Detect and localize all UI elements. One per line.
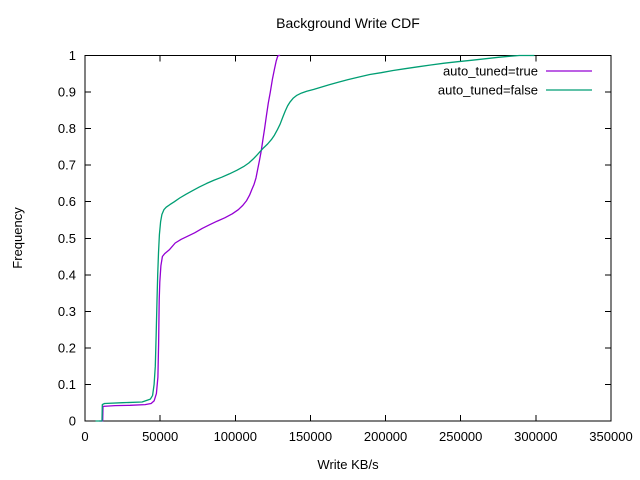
y-tick-label: 0.9 [58,85,76,100]
y-tick-label: 0.5 [58,231,76,246]
y-tick-label: 0.2 [58,340,76,355]
y-tick-label: 0.4 [58,267,76,282]
y-tick-label: 0 [69,414,76,429]
chart-title: Background Write CDF [276,15,420,31]
series-lines [95,54,535,422]
y-axis-label: Frequency [10,207,25,269]
x-tick-label: 50000 [142,429,178,444]
x-tick-label: 200000 [364,429,407,444]
y-tick-label: 0.1 [58,377,76,392]
x-tick-label: 100000 [214,429,257,444]
series-line-auto-tuned-true [99,54,281,422]
y-tick-label: 0.8 [58,121,76,136]
axis-ticks: 0 50000 100000 150000 200000 250000 300000 3500… [58,48,633,444]
series-line-auto-tuned-false [95,54,535,422]
y-tick-label: 0.6 [58,194,76,209]
x-tick-label: 0 [81,429,88,444]
y-tick-label: 0.7 [58,158,76,173]
y-tick-label: 1 [69,48,76,63]
legend: auto_tuned=true auto_tuned=false [438,64,592,98]
x-axis-label: Write KB/s [317,457,379,472]
plot-border [84,55,612,422]
y-tick-label: 0.3 [58,304,76,319]
x-tick-label: 250000 [439,429,482,444]
x-tick-label: 150000 [289,429,332,444]
plot-frame [84,55,612,422]
legend-label-1: auto_tuned=false [438,83,538,98]
x-tick-label: 350000 [589,429,632,444]
legend-label-0: auto_tuned=true [443,64,538,79]
x-tick-label: 300000 [514,429,557,444]
